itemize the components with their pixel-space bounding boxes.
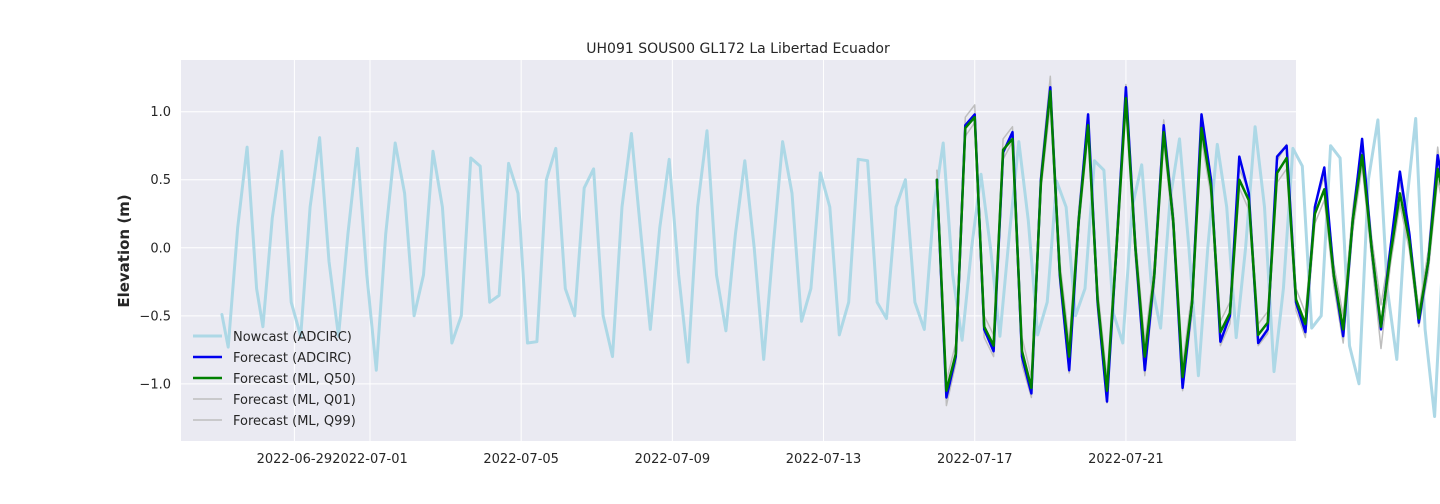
series-layer xyxy=(220,75,1440,418)
series-line-forecast-q50 xyxy=(935,90,1440,392)
y-tick-label: 0.0 xyxy=(150,241,171,256)
y-tick-label: −1.0 xyxy=(139,377,171,392)
series-line-nowcast xyxy=(220,117,1440,418)
y-tick-label: 0.5 xyxy=(150,173,171,188)
x-tick-label: 2022-07-13 xyxy=(786,452,862,467)
legend-label-forecast-adcirc: Forecast (ADCIRC) xyxy=(233,351,352,366)
legend-label-forecast-q50: Forecast (ML, Q50) xyxy=(233,372,356,387)
y-tick-label: 1.0 xyxy=(150,105,171,120)
x-tick-label: 2022-07-05 xyxy=(483,452,559,467)
y-tick-label: −0.5 xyxy=(139,309,171,324)
chart-title: UH091 SOUS00 GL172 La Libertad Ecuador xyxy=(586,41,890,57)
y-axis-label: Elevation (m) xyxy=(115,194,133,307)
legend-label-forecast-q99: Forecast (ML, Q99) xyxy=(233,414,356,429)
x-tick-label: 2022-07-01 xyxy=(332,452,408,467)
x-tick-labels: 2022-06-29 2022-07-01 2022-07-05 2022-07-09… xyxy=(257,452,1164,467)
legend-label-nowcast: Nowcast (ADCIRC) xyxy=(233,330,352,345)
x-tick-label: 2022-06-29 xyxy=(257,452,333,467)
legend-label-forecast-q01: Forecast (ML, Q01) xyxy=(233,393,356,408)
x-tick-label: 2022-07-21 xyxy=(1088,452,1164,467)
y-tick-labels: −1.0 −0.5 0.0 0.5 1.0 xyxy=(139,105,171,392)
legend: Nowcast (ADCIRC) Forecast (ADCIRC) Forecas… xyxy=(193,330,356,429)
x-tick-label: 2022-07-09 xyxy=(635,452,711,467)
x-tick-label: 2022-07-17 xyxy=(937,452,1013,467)
